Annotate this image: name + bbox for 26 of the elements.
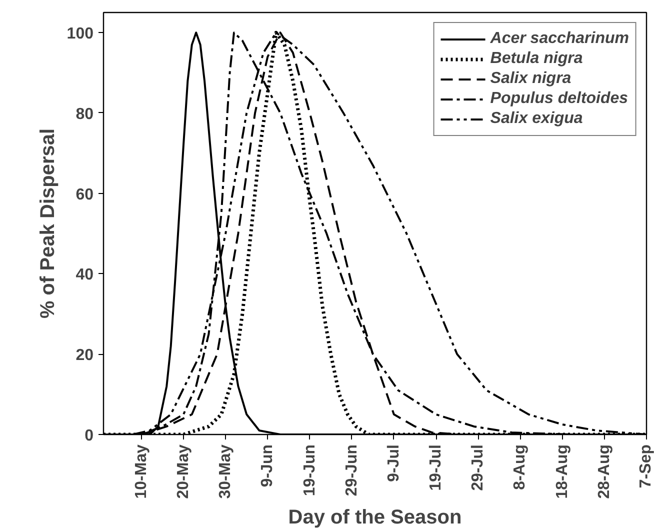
y-tick-label: 20 (76, 347, 94, 364)
x-tick-label: 18-Aug (554, 444, 571, 499)
legend-label: Salix exigua (490, 110, 583, 128)
y-tick-label: 60 (76, 186, 94, 204)
x-tick-label: 9-Jun (259, 444, 276, 488)
legend-label: Salix nigra (490, 70, 572, 88)
x-tick-label: 19-Jun (301, 444, 318, 496)
y-tick-label: 0 (84, 428, 94, 444)
y-tick-label: 80 (76, 106, 94, 123)
y-axis-title: % of Peak Dispersal (36, 128, 59, 319)
x-tick-label: 19-Jul (428, 444, 445, 491)
x-tick-label: 29-Jun (343, 444, 360, 496)
x-tick-label: 28-Aug (596, 444, 613, 499)
x-tick-label: 20-May (174, 444, 192, 499)
x-tick-label: 10-May (132, 444, 150, 499)
y-tick-label: 100 (66, 26, 94, 43)
y-tick-label: 40 (76, 266, 94, 284)
x-tick-label: 30-May (217, 444, 234, 499)
x-tick-label: 8-Aug (512, 444, 529, 490)
x-tick-label: 9-Jul (385, 444, 402, 482)
legend-label: Acer saccharinum (490, 30, 629, 48)
x-axis-title: Day of the Season (288, 506, 462, 529)
x-tick-label: 29-Jul (470, 444, 487, 491)
legend-label: Betula nigra (490, 50, 583, 68)
x-tick-label: 7-Sep (638, 444, 654, 488)
legend-label: Populus deltoides (490, 90, 628, 108)
